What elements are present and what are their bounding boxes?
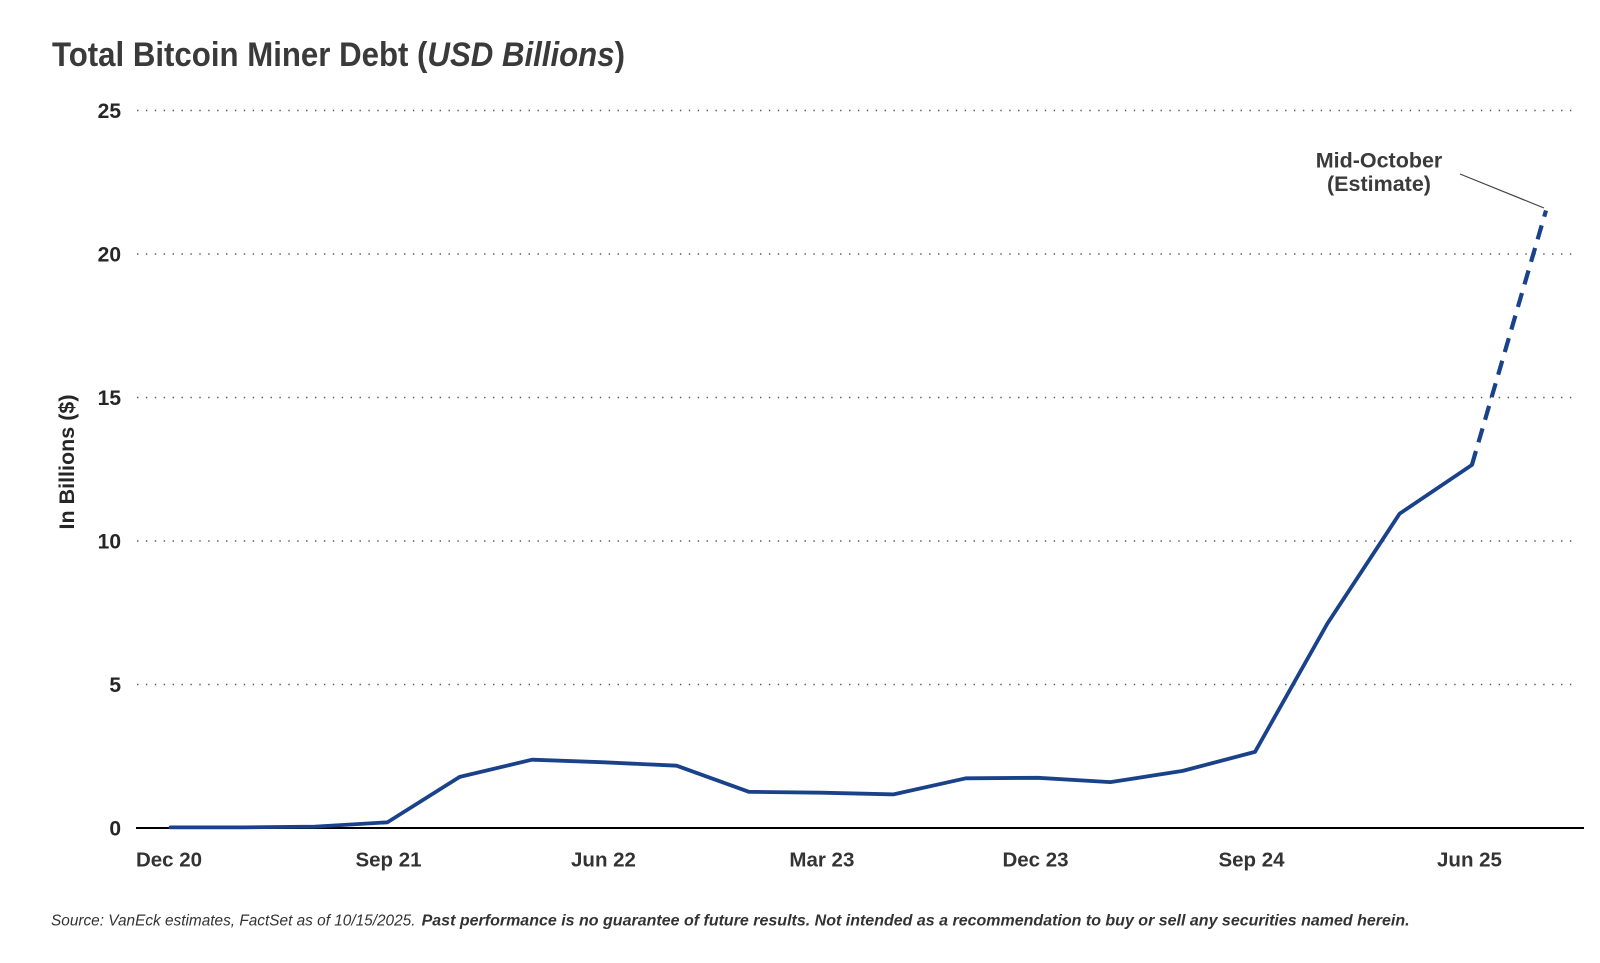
svg-text:(Estimate): (Estimate) — [1327, 172, 1431, 196]
svg-text:Sep 21: Sep 21 — [355, 849, 421, 872]
svg-text:Total Bitcoin Miner Debt (USD: Total Bitcoin Miner Debt (USD Billions) — [52, 36, 625, 74]
svg-text:25: 25 — [98, 100, 122, 123]
svg-text:Jun 25: Jun 25 — [1437, 849, 1502, 872]
svg-text:Source: VanEck estimates, Fact: Source: VanEck estimates, FactSet as of … — [51, 913, 416, 930]
svg-text:5: 5 — [109, 674, 121, 697]
svg-text:In Billions ($): In Billions ($) — [55, 395, 79, 530]
svg-text:Dec 23: Dec 23 — [1002, 849, 1068, 872]
svg-text:Sep 24: Sep 24 — [1218, 849, 1285, 872]
svg-text:20: 20 — [98, 244, 121, 267]
svg-text:Past performance is no guarant: Past performance is no guarantee of futu… — [422, 913, 1410, 930]
svg-text:Mid-October: Mid-October — [1316, 149, 1443, 173]
svg-text:0: 0 — [109, 818, 121, 841]
svg-text:10: 10 — [98, 531, 121, 554]
svg-text:Dec 20: Dec 20 — [136, 849, 202, 872]
svg-text:Mar 23: Mar 23 — [789, 849, 854, 872]
svg-text:Jun 22: Jun 22 — [571, 849, 636, 872]
svg-text:15: 15 — [98, 387, 122, 410]
